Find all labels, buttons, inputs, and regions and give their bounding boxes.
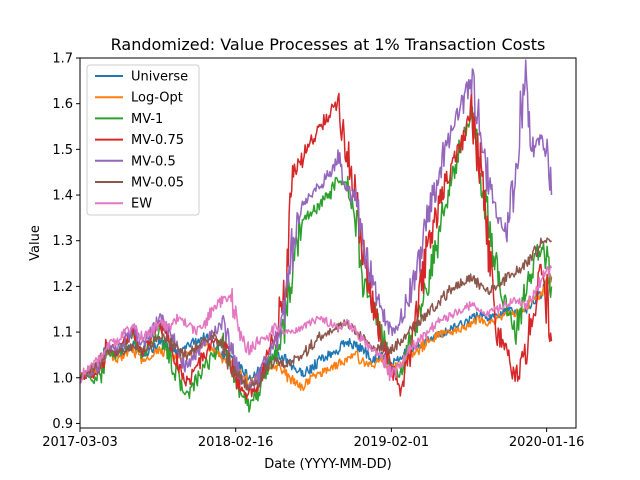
y-axis-ticks: 0.9 1.0 1.1 1.2 1.3 1.4 1.5 1.6 1.7 <box>52 52 80 432</box>
y-tick-label: 0.9 <box>52 417 73 432</box>
y-axis-label: Value <box>28 225 43 261</box>
legend-label-log-opt: Log-Opt <box>131 91 183 106</box>
legend-label-mv-0-05: MV-0.05 <box>131 176 184 191</box>
x-axis-label: Date (YYYY-MM-DD) <box>264 457 391 472</box>
series-line-mv-0-05 <box>80 237 553 392</box>
legend-box <box>86 64 200 216</box>
series-line-mv-0-5 <box>80 59 553 391</box>
y-tick-label: 1.5 <box>52 143 73 158</box>
series-line-universe <box>80 272 553 383</box>
series-line-ew <box>80 265 553 384</box>
legend-label-mv-0-5: MV-0.5 <box>131 154 176 169</box>
y-tick-label: 1.1 <box>52 326 73 341</box>
y-tick-label: 1.6 <box>52 97 73 112</box>
y-tick-label: 1.3 <box>52 234 73 249</box>
x-tick-label: 2019-02-01 <box>354 435 430 450</box>
y-tick-label: 1.0 <box>52 371 73 386</box>
y-tick-label: 1.4 <box>52 189 73 204</box>
legend-label-ew: EW <box>131 197 152 212</box>
x-tick-label: 2020-01-16 <box>509 435 585 450</box>
plot-frame <box>79 57 577 429</box>
legend-label-mv-0-75: MV-0.75 <box>131 133 184 148</box>
x-tick-label: 2017-03-03 <box>42 435 118 450</box>
y-tick-label: 1.7 <box>52 52 73 67</box>
series-layer <box>80 59 553 413</box>
series-line-log-opt <box>80 275 553 392</box>
x-tick-label: 2018-02-16 <box>198 435 274 450</box>
y-tick-label: 1.2 <box>52 280 73 295</box>
x-axis-ticks: 2017-03-03 2018-02-16 2019-02-01 2020-01-16 <box>42 428 584 450</box>
legend-label-universe: Universe <box>131 70 188 85</box>
legend: Universe Log-Opt MV-1 MV-0.75 MV-0.5 MV-0.05 E… <box>86 64 200 216</box>
chart-title: Randomized: Value Processes at 1% Transa… <box>111 35 546 54</box>
legend-label-mv-1: MV-1 <box>131 112 163 127</box>
